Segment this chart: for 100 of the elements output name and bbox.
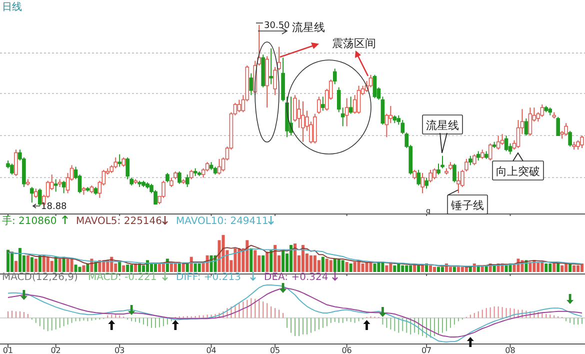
bar <box>126 264 130 272</box>
bar <box>246 240 249 272</box>
bar <box>290 244 293 272</box>
candlestick <box>301 100 305 142</box>
bar <box>560 265 564 272</box>
candlestick <box>428 169 432 183</box>
bar <box>250 248 253 272</box>
candlestick <box>412 169 416 180</box>
candlestick <box>416 169 420 186</box>
bar <box>437 266 440 272</box>
bar <box>266 252 269 272</box>
candlestick <box>54 178 58 192</box>
bar <box>282 250 285 272</box>
x-tick-label: 02 <box>50 346 61 354</box>
candlestick <box>14 149 18 177</box>
candlestick <box>580 135 584 149</box>
bar <box>365 262 368 272</box>
legend-label: 手: 210860 <box>2 215 57 227</box>
candlestick <box>524 118 528 136</box>
candlestick <box>332 68 337 85</box>
bar <box>433 266 436 272</box>
bar <box>337 258 340 272</box>
bar <box>34 258 38 272</box>
bar <box>452 266 456 272</box>
candlestick <box>273 66 277 96</box>
bar <box>78 266 82 272</box>
candlestick <box>38 188 42 206</box>
candlestick <box>420 172 424 194</box>
bar <box>186 263 189 272</box>
bar <box>301 244 304 272</box>
bar <box>238 248 241 272</box>
bar <box>401 265 404 272</box>
bar <box>349 263 352 272</box>
bar <box>170 263 173 272</box>
candlestick <box>356 85 361 114</box>
bar <box>178 263 181 272</box>
candlestick <box>189 169 194 180</box>
candlestick <box>217 158 222 176</box>
bar <box>86 263 90 272</box>
x-tick-label: 07 <box>421 346 432 354</box>
bar <box>460 266 464 272</box>
candlestick <box>432 168 436 180</box>
bar <box>417 265 420 272</box>
x-tick-label: 01 <box>2 346 14 354</box>
bar <box>464 266 468 272</box>
bar <box>222 235 225 272</box>
legend-label: MACD: -0.221 <box>88 272 157 283</box>
bar <box>54 256 58 272</box>
bar <box>409 265 412 272</box>
bar <box>576 265 580 272</box>
candlestick <box>372 74 377 99</box>
bar <box>544 263 548 272</box>
candlestick <box>540 104 544 118</box>
candlestick <box>317 96 321 114</box>
bar <box>341 260 344 272</box>
candlestick <box>456 170 460 194</box>
bar <box>270 250 273 272</box>
annotation: 向上突破 <box>496 165 540 178</box>
bar <box>66 258 70 272</box>
bar <box>572 265 576 272</box>
bar <box>42 255 46 272</box>
candlestick <box>348 96 353 114</box>
bar <box>369 262 372 272</box>
bar <box>174 263 177 272</box>
bar <box>397 263 400 272</box>
bar <box>14 260 18 272</box>
candlestick <box>576 140 580 150</box>
bar <box>50 260 54 272</box>
candlestick <box>476 150 480 162</box>
bar <box>46 256 50 272</box>
bar <box>26 255 30 272</box>
bar <box>492 265 496 272</box>
bar <box>10 252 14 272</box>
x-tick-label: 04 <box>206 346 216 354</box>
bar <box>421 265 424 272</box>
legend-label: DIFF: +0.213 <box>176 272 241 283</box>
bar <box>345 262 348 272</box>
bar <box>74 264 78 272</box>
bar <box>122 265 126 272</box>
bar <box>321 256 324 272</box>
bar <box>309 255 312 272</box>
bar <box>381 262 384 272</box>
bar <box>38 255 42 272</box>
annotation: 30.50 <box>264 21 290 31</box>
candlestick <box>436 163 440 176</box>
candlestick <box>185 174 190 188</box>
legend-label: DEA: +0.324 <box>264 272 328 283</box>
bar <box>456 266 460 272</box>
bar <box>150 263 153 272</box>
bar <box>540 262 544 272</box>
candlestick <box>468 155 472 166</box>
candlestick <box>452 163 456 183</box>
bar <box>429 265 432 272</box>
bar <box>580 263 584 272</box>
candlestick <box>66 172 70 194</box>
annotation: 流星线 <box>292 21 325 34</box>
bar <box>162 263 165 272</box>
candlestick <box>277 46 281 71</box>
x-tick-label: 06 <box>342 346 352 354</box>
bar <box>333 258 336 272</box>
